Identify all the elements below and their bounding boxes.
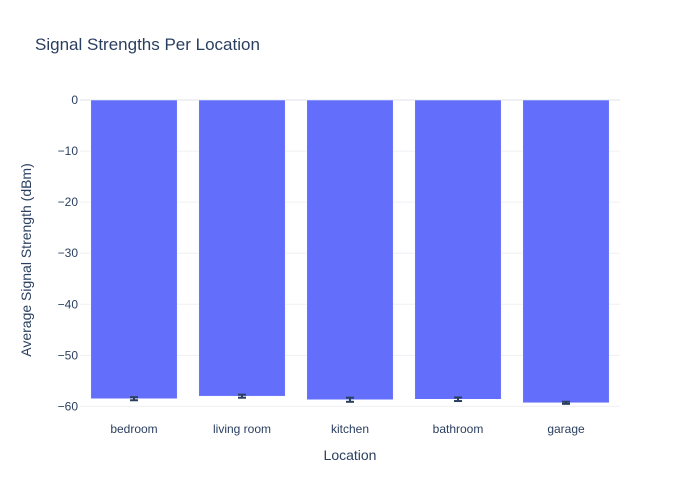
error-bar xyxy=(238,393,246,399)
y-tick-label: 0 xyxy=(71,93,78,107)
y-tick-label: −50 xyxy=(58,348,79,362)
bar-bathroom xyxy=(414,99,502,400)
x-axis-title: Location xyxy=(324,447,377,463)
error-bar xyxy=(562,400,570,405)
y-tick-label: −20 xyxy=(58,195,79,209)
chart-title: Signal Strengths Per Location xyxy=(35,35,260,54)
x-tick-label: living room xyxy=(213,422,271,436)
x-tick-label: bathroom xyxy=(433,422,484,436)
error-bar xyxy=(346,396,354,403)
bar-garage xyxy=(522,99,610,404)
x-tick-label: kitchen xyxy=(331,422,369,436)
y-tick-label: −40 xyxy=(58,297,79,311)
x-tick-label: bedroom xyxy=(110,422,157,436)
y-tick-label: −60 xyxy=(58,399,79,413)
error-bars xyxy=(130,393,570,405)
y-axis-ticks: 0 −10 −20 −30 −40 −50 −60 xyxy=(58,93,79,413)
error-bar xyxy=(454,396,462,403)
y-tick-label: −30 xyxy=(58,246,79,260)
y-tick-label: −10 xyxy=(58,144,79,158)
y-axis-title: Average Signal Strength (dBm) xyxy=(18,163,34,357)
x-tick-label: garage xyxy=(547,422,585,436)
bars xyxy=(90,99,610,404)
bar-bedroom xyxy=(90,99,178,399)
bar-kitchen xyxy=(306,99,394,401)
x-axis-ticks: bedroom living room kitchen bathroom garage xyxy=(110,422,585,436)
bar-living-room xyxy=(198,99,286,397)
error-bar xyxy=(130,396,138,402)
